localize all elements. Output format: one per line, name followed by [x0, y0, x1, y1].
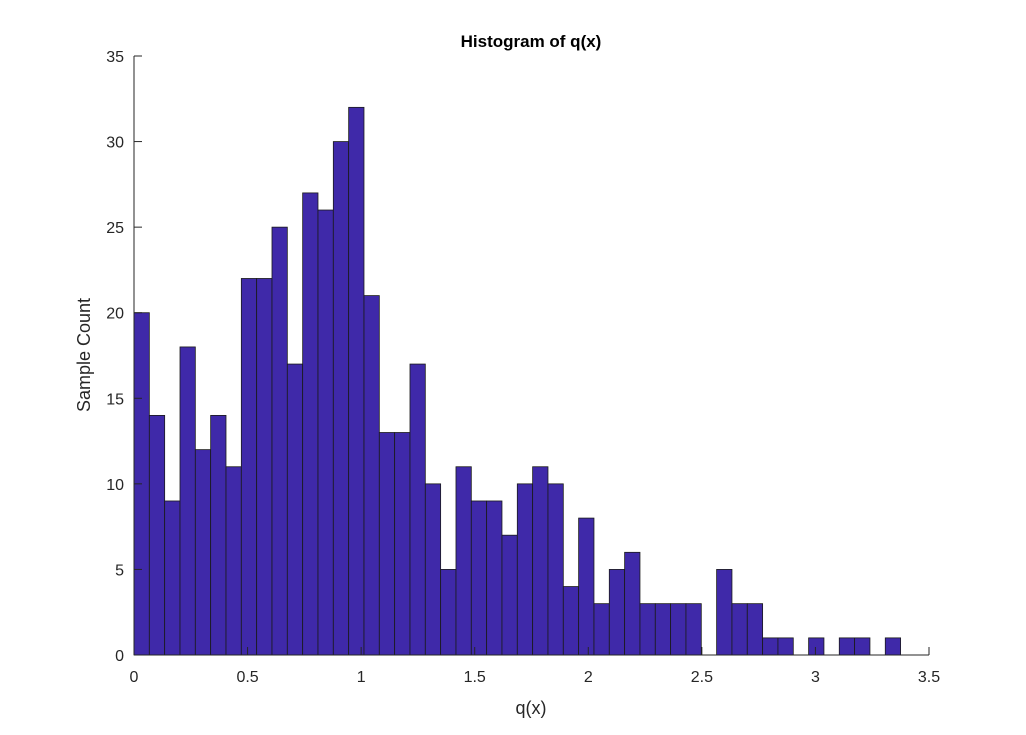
histogram-bar	[624, 551, 641, 656]
histogram-bar	[210, 414, 227, 656]
histogram-bar	[240, 278, 258, 656]
histogram-bar	[271, 226, 288, 656]
y-tick-label: 35	[106, 49, 124, 66]
histogram-bar	[378, 432, 396, 656]
histogram-bar	[670, 603, 687, 656]
histogram-bar	[164, 500, 181, 656]
histogram-bar	[532, 466, 549, 656]
histogram-bar	[685, 603, 702, 656]
histogram-bar	[731, 603, 748, 656]
y-tick-label: 20	[106, 306, 124, 323]
axes-group	[133, 56, 929, 656]
histogram-bar	[194, 449, 212, 656]
histogram-bar	[608, 569, 626, 656]
x-tick-label: 3	[811, 669, 820, 686]
histogram-bar	[409, 363, 426, 656]
x-axis-label: q(x)	[516, 698, 547, 718]
histogram-bar	[501, 534, 518, 656]
x-tick-label: 1	[357, 669, 366, 686]
y-tick-label: 5	[115, 562, 124, 579]
histogram-bar	[286, 363, 304, 656]
x-tick-label: 1.5	[464, 669, 486, 686]
histogram-bar	[808, 637, 825, 656]
histogram-bar	[302, 192, 319, 656]
histogram-bar	[455, 466, 472, 656]
y-tick-label: 15	[106, 391, 124, 408]
histogram-bar	[363, 295, 380, 656]
histogram-bar	[716, 569, 733, 656]
x-axis-ticks: 0 0.5 1 1.5 2 2.5 3 3.5	[130, 647, 940, 686]
histogram-bar	[332, 141, 350, 656]
histogram-bar	[762, 637, 779, 656]
y-axis-label: Sample Count	[74, 298, 94, 412]
y-tick-label: 30	[106, 135, 124, 152]
histogram-bar	[394, 432, 411, 656]
histogram-bar	[593, 603, 610, 656]
histogram-bar	[256, 278, 273, 656]
histogram-bar	[348, 106, 365, 656]
histogram-bar	[424, 483, 442, 656]
histogram-bar	[654, 603, 672, 656]
histogram-bar	[777, 637, 794, 656]
y-tick-label: 0	[115, 648, 124, 665]
x-tick-label: 0.5	[236, 669, 258, 686]
y-tick-label: 10	[106, 477, 124, 494]
histogram-bar	[148, 414, 166, 656]
histogram-bar	[516, 483, 534, 656]
histogram-bar	[179, 346, 196, 656]
x-tick-label: 3.5	[918, 669, 940, 686]
x-tick-label: 2.5	[691, 669, 713, 686]
histogram-bar	[440, 569, 457, 656]
histogram-bar	[225, 466, 242, 656]
chart-title: Histogram of q(x)	[461, 32, 602, 51]
x-tick-label: 2	[584, 669, 593, 686]
histogram-bar	[838, 637, 856, 656]
x-tick-label: 0	[130, 669, 139, 686]
histogram-bar	[547, 483, 564, 656]
histogram-bar	[746, 603, 764, 656]
y-axis-ticks: 0 5 10 15 20 25 30 35	[106, 49, 142, 665]
histogram-bar	[562, 586, 580, 656]
histogram-bar	[854, 637, 871, 656]
y-tick-label: 25	[106, 220, 124, 237]
histogram-bar	[470, 500, 488, 656]
histogram-bar	[884, 637, 902, 656]
histogram-bar	[639, 603, 656, 656]
histogram-bar	[578, 517, 595, 656]
histogram-bar	[486, 500, 503, 656]
histogram-bar	[317, 209, 334, 656]
